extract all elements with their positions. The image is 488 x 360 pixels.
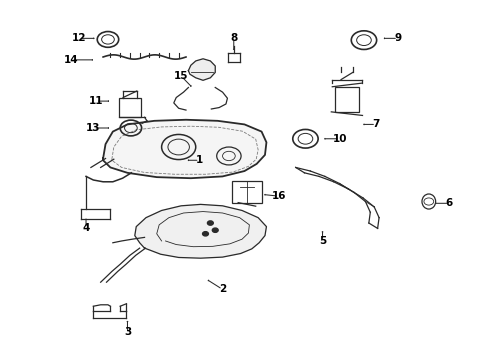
Polygon shape xyxy=(103,120,266,178)
Circle shape xyxy=(212,228,218,232)
Text: 5: 5 xyxy=(318,236,325,246)
Text: 9: 9 xyxy=(394,33,401,43)
Polygon shape xyxy=(135,204,266,258)
Text: 4: 4 xyxy=(82,224,89,233)
Text: 2: 2 xyxy=(219,284,226,294)
Text: 8: 8 xyxy=(230,33,237,43)
Text: 13: 13 xyxy=(86,123,101,133)
Polygon shape xyxy=(188,59,215,80)
Text: 12: 12 xyxy=(71,33,86,43)
Text: 6: 6 xyxy=(445,198,452,208)
Text: 16: 16 xyxy=(271,191,285,201)
Text: 15: 15 xyxy=(174,71,188,81)
Text: 14: 14 xyxy=(64,55,79,65)
Text: 7: 7 xyxy=(372,120,379,129)
Text: 10: 10 xyxy=(332,134,346,144)
Text: 1: 1 xyxy=(196,155,203,165)
Text: 3: 3 xyxy=(123,327,131,337)
Circle shape xyxy=(207,221,213,225)
Circle shape xyxy=(202,231,208,236)
Text: 11: 11 xyxy=(88,96,103,106)
